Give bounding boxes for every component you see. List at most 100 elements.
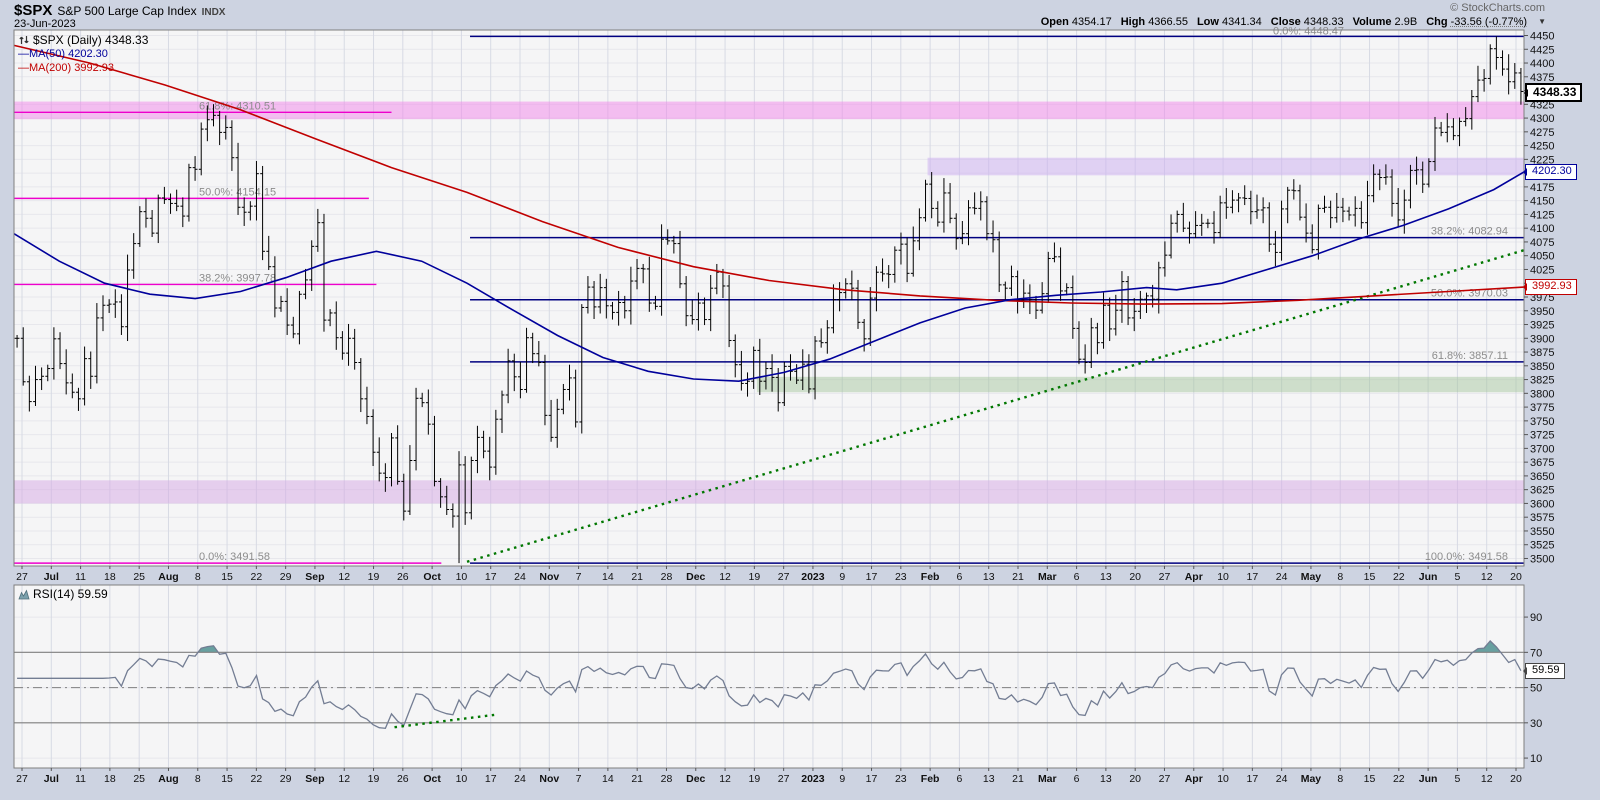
chg-dropdown-icon[interactable]: ▼ bbox=[1538, 17, 1546, 26]
date-axis-label: 22 bbox=[251, 773, 263, 785]
area-chart-icon bbox=[18, 588, 30, 600]
date-axis-label: 24 bbox=[1276, 773, 1288, 785]
date-axis-label: Apr bbox=[1185, 571, 1203, 583]
date-axis-label: 11 bbox=[75, 773, 86, 785]
fibonacci-retracements: 61.8%: 4310.51 50.0%: 4154.15 38.2%: 3997.… bbox=[14, 25, 1524, 564]
date-axis-label: 17 bbox=[1247, 571, 1259, 583]
price-axis-label: 3575 bbox=[1530, 512, 1554, 524]
date-axis-label: 15 bbox=[221, 571, 233, 583]
price-panel[interactable]: 61.8%: 4310.51 50.0%: 4154.15 38.2%: 3997.… bbox=[13, 25, 1525, 567]
legend-rsi-row: RSI(14) 59.59 bbox=[18, 587, 108, 601]
ohlc-quote-row: Open 4354.17 High 4366.55 Low 4341.34 Close… bbox=[1041, 16, 1546, 28]
price-axis-label: 4075 bbox=[1530, 237, 1554, 249]
date-axis-label: 27 bbox=[778, 571, 790, 583]
price-axis-label: 3950 bbox=[1530, 306, 1554, 318]
date-axis-label: Sep bbox=[305, 571, 324, 583]
fib-label: 100.0%: 3491.58 bbox=[1425, 551, 1508, 563]
ma200-value-box: 3992.93 bbox=[1523, 279, 1577, 296]
date-axis-label: 6 bbox=[1074, 773, 1080, 785]
date-axis-label: 21 bbox=[631, 773, 643, 785]
price-axis-label: 3600 bbox=[1530, 498, 1554, 510]
rsi-axis-label: 90 bbox=[1530, 612, 1542, 624]
ohlc-bars bbox=[14, 36, 1524, 564]
date-axis-label: 8 bbox=[1337, 571, 1343, 583]
date-axis-label: Nov bbox=[539, 571, 559, 583]
fib-label: 61.8%: 4310.51 bbox=[199, 100, 276, 112]
date-axis-label: 9 bbox=[839, 773, 845, 785]
quote-label: Open bbox=[1040, 16, 1072, 28]
date-axis-label: May bbox=[1301, 571, 1322, 583]
legend-ma200-text: —MA(200) 3992.93 bbox=[18, 62, 114, 74]
price-axis-label: 3800 bbox=[1530, 388, 1554, 400]
date-axis-label: 27 bbox=[1159, 773, 1171, 785]
date-axis-label: 11 bbox=[75, 571, 86, 583]
price-band bbox=[14, 480, 1524, 504]
fib-label: 50.0%: 4154.15 bbox=[199, 186, 276, 198]
rsi-line bbox=[17, 640, 1522, 729]
date-axis-label: 5 bbox=[1454, 773, 1460, 785]
date-axis-label: 12 bbox=[338, 571, 350, 583]
date-axis-label: 26 bbox=[397, 571, 409, 583]
stockcharts-copyright-link[interactable]: © StockCharts.com bbox=[1450, 2, 1545, 14]
legend-ma50-text: —MA(50) 4202.30 bbox=[18, 48, 108, 60]
date-axis-label: 10 bbox=[456, 571, 468, 583]
fib-label: 61.8%: 3857.11 bbox=[1432, 350, 1508, 362]
date-axis-label: Dec bbox=[686, 571, 705, 583]
date-axis-label: 14 bbox=[602, 773, 614, 785]
date-axis-label: 21 bbox=[631, 571, 643, 583]
date-axis-label: 8 bbox=[1337, 773, 1343, 785]
quote-label: Chg bbox=[1426, 16, 1451, 28]
date-axis-label: 5 bbox=[1454, 571, 1460, 583]
date-axis-label: 28 bbox=[661, 571, 673, 583]
date-axis-label: 17 bbox=[1247, 773, 1259, 785]
date-axis-label: 15 bbox=[1364, 773, 1376, 785]
date-axis-label: 13 bbox=[1100, 571, 1112, 583]
date-axis-label: 8 bbox=[195, 571, 201, 583]
price-axis-label: 4250 bbox=[1530, 141, 1554, 153]
date-axis-label: Apr bbox=[1185, 773, 1203, 785]
date-axis-label: 10 bbox=[1217, 773, 1229, 785]
rsi-x-axis: 27 Jul 11 18 25 Aug 8 15 22 29 Sep 12 19 26 Oct 10 17 24 N… bbox=[16, 768, 1522, 785]
date-axis-label: Oct bbox=[423, 571, 441, 583]
date-axis-label: 13 bbox=[983, 773, 995, 785]
updown-arrows-icon bbox=[18, 34, 30, 46]
date-axis-label: 13 bbox=[983, 571, 995, 583]
rsi-axis-label: 70 bbox=[1530, 647, 1542, 659]
price-axis-label: 3775 bbox=[1530, 402, 1554, 414]
date-axis-label: Jun bbox=[1419, 571, 1438, 583]
date-axis-label: 12 bbox=[1481, 773, 1493, 785]
date-axis-label: 17 bbox=[485, 571, 497, 583]
legend-rsi-text: RSI(14) 59.59 bbox=[33, 587, 108, 601]
price-axis-label: 4150 bbox=[1530, 196, 1554, 208]
rsi-panel[interactable] bbox=[13, 584, 1525, 769]
date-axis-label: Jul bbox=[44, 571, 59, 583]
symbol-name: S&P 500 Large Cap Index bbox=[57, 4, 197, 18]
legend-symbol-text: $SPX (Daily) 4348.33 bbox=[33, 33, 149, 47]
date-axis-label: 15 bbox=[1364, 571, 1376, 583]
fib-label: 38.2%: 3997.78 bbox=[199, 272, 276, 284]
price-axis-label: 4025 bbox=[1530, 264, 1554, 276]
date-axis-label: 21 bbox=[1012, 773, 1024, 785]
fib-label: 0.0%: 3491.58 bbox=[199, 551, 270, 563]
price-axis-label: 3500 bbox=[1530, 553, 1554, 565]
date-axis-label: 10 bbox=[456, 773, 468, 785]
price-axis-label: 3725 bbox=[1530, 430, 1554, 442]
ma200-line bbox=[13, 44, 1525, 305]
rsi-axis-label: 50 bbox=[1530, 683, 1542, 695]
date-axis-label: 10 bbox=[1217, 571, 1229, 583]
date-axis-label: 6 bbox=[1074, 571, 1080, 583]
quote-value: 4366.55 bbox=[1148, 16, 1188, 28]
date-axis-label: 23 bbox=[895, 571, 907, 583]
rsi-panel-border bbox=[13, 584, 1525, 769]
price-band bbox=[756, 376, 1524, 393]
date-axis-label: Mar bbox=[1038, 571, 1057, 583]
price-axis-label: 3825 bbox=[1530, 375, 1554, 387]
date-axis-label: 24 bbox=[514, 571, 526, 583]
date-axis-label: Feb bbox=[921, 571, 940, 583]
rsi-value-box: 59.59 bbox=[1523, 662, 1565, 679]
price-x-axis: 27 Jul 11 18 25 Aug 8 15 22 29 Sep 12 19 26 Oct 10 17 24 N… bbox=[16, 566, 1522, 583]
price-axis-label: 3875 bbox=[1530, 347, 1554, 359]
quote-value[interactable]: -33.56 (-0.77%) bbox=[1450, 16, 1528, 28]
